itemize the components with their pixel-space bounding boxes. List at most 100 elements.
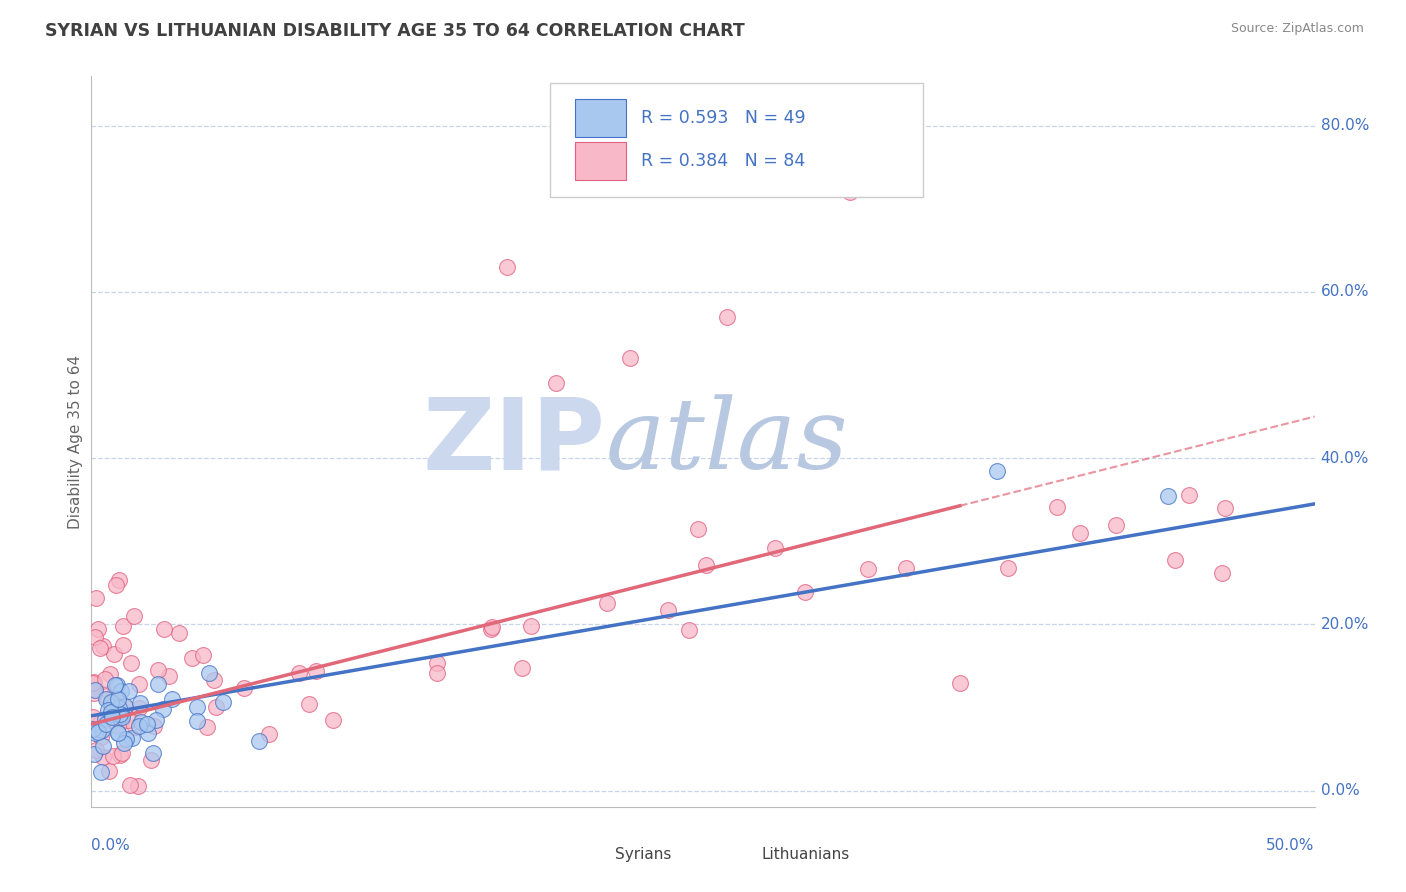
Point bbox=[100, 698, 122, 713]
Point bbox=[1069, 526, 1091, 541]
Point bbox=[695, 558, 717, 572]
Point bbox=[128, 701, 150, 715]
Point bbox=[128, 677, 150, 691]
Point bbox=[205, 700, 228, 714]
Point bbox=[100, 694, 122, 708]
Point bbox=[83, 682, 105, 697]
Point bbox=[596, 596, 619, 610]
Point bbox=[202, 673, 225, 687]
Point bbox=[83, 747, 105, 761]
Point bbox=[288, 666, 311, 681]
Point bbox=[91, 750, 114, 764]
Point bbox=[100, 710, 122, 724]
Point bbox=[108, 574, 131, 588]
Point bbox=[322, 713, 344, 727]
Text: ZIP: ZIP bbox=[422, 393, 605, 490]
Point bbox=[136, 726, 159, 740]
Point bbox=[100, 706, 122, 720]
Point bbox=[1211, 566, 1233, 581]
Point bbox=[101, 698, 124, 713]
Text: Lithuanians: Lithuanians bbox=[762, 847, 851, 862]
Point bbox=[121, 731, 143, 745]
Point bbox=[686, 522, 709, 536]
FancyBboxPatch shape bbox=[579, 843, 609, 865]
Text: R = 0.593   N = 49: R = 0.593 N = 49 bbox=[641, 109, 806, 128]
Text: SYRIAN VS LITHUANIAN DISABILITY AGE 35 TO 64 CORRELATION CHART: SYRIAN VS LITHUANIAN DISABILITY AGE 35 T… bbox=[45, 22, 745, 40]
Point bbox=[108, 747, 131, 762]
Point bbox=[657, 603, 679, 617]
Point bbox=[118, 778, 141, 792]
Point bbox=[103, 647, 125, 661]
Y-axis label: Disability Age 35 to 64: Disability Age 35 to 64 bbox=[67, 354, 83, 529]
FancyBboxPatch shape bbox=[550, 83, 924, 196]
Point bbox=[107, 692, 129, 706]
Point bbox=[82, 709, 104, 723]
Point bbox=[91, 739, 114, 753]
Point bbox=[186, 700, 208, 714]
Point bbox=[124, 720, 146, 734]
Point bbox=[111, 710, 134, 724]
Point bbox=[101, 707, 124, 722]
Text: 60.0%: 60.0% bbox=[1320, 285, 1369, 300]
Point bbox=[1163, 553, 1185, 567]
Point bbox=[198, 665, 221, 680]
Point bbox=[153, 622, 176, 636]
FancyBboxPatch shape bbox=[727, 843, 755, 865]
Point bbox=[1105, 518, 1128, 533]
Point bbox=[107, 719, 129, 733]
Point bbox=[114, 699, 136, 714]
Point bbox=[117, 713, 139, 727]
Point bbox=[122, 609, 145, 624]
Point bbox=[83, 675, 105, 690]
Point bbox=[108, 700, 131, 714]
Point bbox=[86, 743, 108, 757]
Point bbox=[129, 696, 152, 710]
Point bbox=[131, 714, 153, 729]
Point bbox=[108, 707, 131, 722]
Point bbox=[98, 764, 121, 778]
Point bbox=[86, 591, 108, 606]
Point bbox=[90, 731, 112, 745]
Text: 0.0%: 0.0% bbox=[1320, 783, 1360, 798]
Point bbox=[520, 619, 543, 633]
Point bbox=[212, 695, 235, 709]
Point bbox=[152, 702, 174, 716]
Point bbox=[94, 716, 117, 731]
Point bbox=[858, 561, 880, 575]
Point bbox=[716, 310, 738, 324]
Point bbox=[114, 698, 136, 713]
Point bbox=[426, 656, 449, 670]
Point bbox=[678, 623, 700, 637]
FancyBboxPatch shape bbox=[575, 142, 626, 179]
Point bbox=[143, 719, 166, 733]
Text: 80.0%: 80.0% bbox=[1320, 119, 1369, 133]
Point bbox=[894, 561, 917, 575]
Point bbox=[83, 725, 105, 739]
Point bbox=[763, 541, 786, 556]
Point bbox=[997, 561, 1019, 575]
Point bbox=[93, 639, 115, 653]
Point bbox=[101, 748, 124, 763]
Point bbox=[97, 703, 120, 717]
Text: Syrians: Syrians bbox=[614, 847, 671, 862]
Point bbox=[120, 657, 142, 671]
Point bbox=[127, 780, 149, 794]
Point bbox=[91, 723, 114, 737]
Point bbox=[139, 753, 162, 767]
Point bbox=[111, 707, 134, 722]
Point bbox=[112, 619, 135, 633]
Point bbox=[1157, 489, 1180, 503]
FancyBboxPatch shape bbox=[575, 99, 626, 137]
Point bbox=[128, 719, 150, 733]
Point bbox=[111, 747, 134, 761]
Point bbox=[425, 665, 447, 680]
Point bbox=[103, 687, 125, 701]
Point bbox=[1046, 500, 1069, 515]
Text: 0.0%: 0.0% bbox=[91, 838, 131, 853]
Point bbox=[148, 663, 170, 677]
Point bbox=[112, 735, 135, 749]
Point bbox=[98, 667, 121, 681]
Point bbox=[107, 726, 129, 740]
Point bbox=[110, 684, 132, 698]
Point bbox=[298, 698, 321, 712]
